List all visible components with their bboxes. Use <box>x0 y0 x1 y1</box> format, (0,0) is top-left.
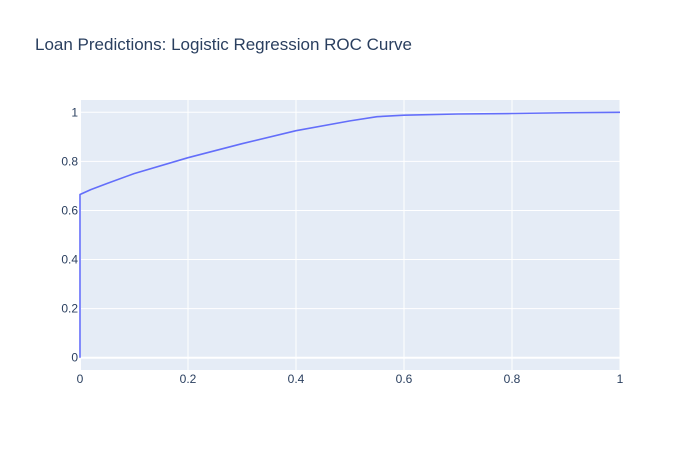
x-tick-label: 0.4 <box>288 372 305 386</box>
x-tick-label: 0.6 <box>396 372 413 386</box>
y-tick-label: 0.4 <box>61 253 78 267</box>
series-layer <box>79 111 621 358</box>
y-tick-label: 0.8 <box>61 154 78 168</box>
x-tick-label: 0 <box>77 372 84 386</box>
grid-lines <box>79 100 621 370</box>
x-tick-label: 0.8 <box>504 372 521 386</box>
plot-area <box>80 100 620 370</box>
y-tick-label: 0 <box>71 351 78 365</box>
x-axis-ticks: 0 0.2 0.4 0.6 0.8 1 <box>77 372 624 386</box>
y-tick-label: 1 <box>71 105 78 119</box>
roc-curve-line <box>79 111 621 358</box>
x-tick-label: 0.2 <box>180 372 197 386</box>
y-tick-label: 0.2 <box>61 302 78 316</box>
chart-title: Loan Predictions: Logistic Regression RO… <box>35 35 412 54</box>
y-tick-label: 0.6 <box>61 203 78 217</box>
x-tick-label: 1 <box>617 372 624 386</box>
y-axis-ticks: 0 0.2 0.4 0.6 0.8 1 <box>61 105 78 364</box>
